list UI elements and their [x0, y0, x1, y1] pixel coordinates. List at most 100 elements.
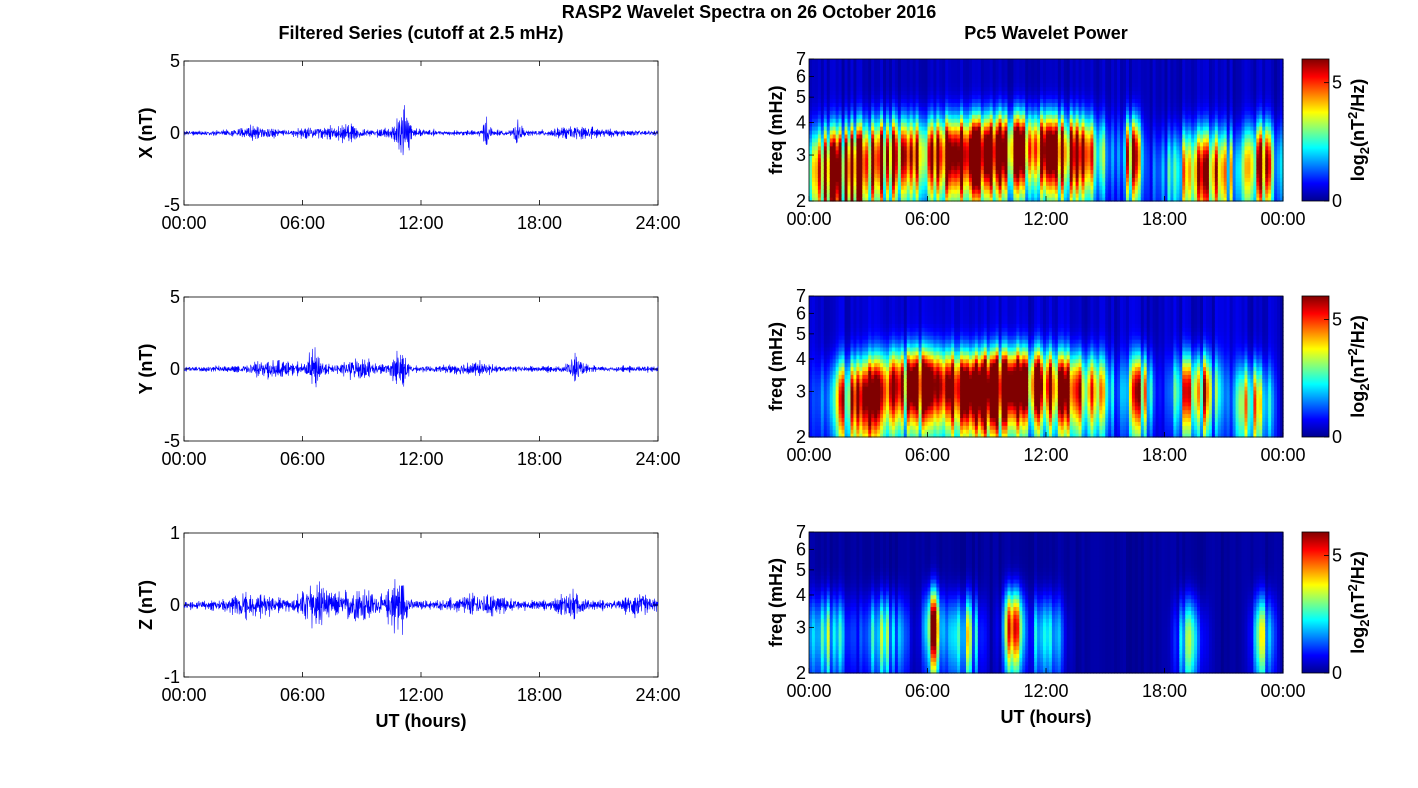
heatmap-cell: [877, 62, 881, 68]
heatmap-cell: [868, 94, 872, 100]
heatmap-cell: [891, 94, 896, 100]
heatmap-cell: [811, 70, 816, 76]
heatmap-cell: [814, 78, 819, 84]
heatmap-cell: [894, 189, 899, 194]
heatmap-cell: [832, 90, 837, 96]
heatmap-cell: [809, 86, 813, 92]
heatmap-cell: [850, 118, 855, 123]
heatmap-cell: [811, 185, 816, 190]
heatmap-cell: [886, 114, 890, 119]
heatmap-cell: [826, 141, 831, 147]
heatmap-cell: [874, 82, 878, 88]
heatmap-cell: [874, 122, 878, 127]
heatmap-cell: [835, 70, 840, 76]
heatmap-cell: [829, 153, 834, 159]
heatmap-cell: [817, 157, 822, 163]
heatmap-cell: [823, 157, 828, 163]
heatmap-cell: [826, 189, 831, 194]
heatmap-cell: [874, 197, 878, 202]
heatmap-cell: [823, 118, 828, 123]
heatmap-cell: [850, 62, 855, 68]
heatmap-cell: [862, 122, 866, 127]
heatmap-cell: [809, 102, 813, 107]
heatmap-cell: [817, 102, 822, 107]
heatmap-cell: [814, 153, 819, 159]
heatmap-cell: [832, 82, 837, 88]
heatmap-cell: [841, 74, 846, 80]
heatmap-cell: [883, 90, 887, 96]
heatmap-cell: [844, 62, 849, 68]
panels: 50-500:00 06:00 12:00 18:00 24:00X (nT)50-50…: [136, 49, 1372, 705]
heatmap-cell: [811, 86, 816, 92]
heatmap-cell: [838, 82, 843, 88]
heatmap-cell: [886, 122, 890, 127]
heatmap-cell: [823, 82, 828, 88]
heatmap-cell: [877, 110, 881, 115]
heatmap-cell: [811, 169, 816, 174]
heatmap-cell: [811, 74, 816, 80]
heatmap-cell: [826, 145, 831, 151]
heatmap-cell: [859, 161, 863, 167]
heatmap-cell: [826, 137, 831, 143]
heatmap-cell: [891, 181, 896, 186]
heatmap-cell: [877, 74, 881, 80]
heatmap-cell: [888, 173, 893, 178]
heatmap-cell: [811, 145, 816, 151]
heatmap-cell: [817, 153, 822, 159]
heatmap-cell: [865, 78, 869, 84]
heatmap-cell: [862, 130, 866, 135]
heatmap-cell: [832, 102, 837, 107]
heatmap-cell: [844, 74, 849, 80]
heatmap-cell: [853, 106, 857, 111]
heatmap-cell: [850, 133, 855, 139]
heatmap-cell: [883, 118, 887, 123]
heatmap-cell: [850, 102, 855, 107]
y-axis-label: Z (nT): [136, 580, 156, 630]
heatmap-cell: [847, 133, 852, 139]
heatmap-cell: [832, 59, 837, 64]
heatmap-cell: [883, 98, 887, 103]
heatmap-cell: [829, 137, 834, 143]
heatmap-cell: [829, 82, 834, 88]
heatmap-cell: [862, 106, 866, 111]
heatmap-cell: [883, 102, 887, 107]
heatmap-cell: [814, 98, 819, 103]
heatmap-cell: [877, 137, 881, 143]
heatmap-cell: [856, 130, 860, 135]
heatmap-cell: [844, 149, 849, 155]
heatmap-cell: [877, 118, 881, 123]
heatmap-cell: [850, 149, 855, 155]
heatmap-cell: [832, 62, 837, 68]
heatmap-cell: [844, 122, 849, 127]
heatmap-cell: [814, 82, 819, 88]
heatmap-cell: [844, 141, 849, 147]
heatmap-cell: [838, 78, 843, 84]
heatmap-cell: [862, 90, 866, 96]
heatmap-cell: [891, 118, 896, 123]
heatmap-cell: [817, 177, 822, 182]
heatmap-cell: [886, 78, 890, 84]
heatmap-cell: [847, 145, 852, 151]
heatmap-cell: [874, 161, 878, 167]
heatmap-cell: [829, 177, 834, 182]
heatmap-cell: [886, 106, 890, 111]
heatmap-cell: [871, 189, 875, 194]
heatmap-cell: [820, 193, 825, 198]
heatmap-cell: [865, 189, 869, 194]
heatmap-cell: [894, 197, 899, 202]
heatmap-cell: [853, 153, 857, 159]
heatmap-cell: [859, 122, 863, 127]
x-tick-label: 12:00: [398, 685, 443, 705]
heatmap-cell: [894, 177, 899, 182]
heatmap-cell: [841, 62, 846, 68]
heatmap-cell: [894, 130, 899, 135]
heatmap-cell: [814, 185, 819, 190]
heatmap-cell: [856, 78, 860, 84]
heatmap-cell: [871, 122, 875, 127]
heatmap-cell: [865, 86, 869, 92]
heatmap-cell: [832, 70, 837, 76]
heatmap-cell: [868, 133, 872, 139]
heatmap-cell: [874, 74, 878, 80]
heatmap-cell: [814, 169, 819, 174]
heatmap-cell: [835, 94, 840, 100]
